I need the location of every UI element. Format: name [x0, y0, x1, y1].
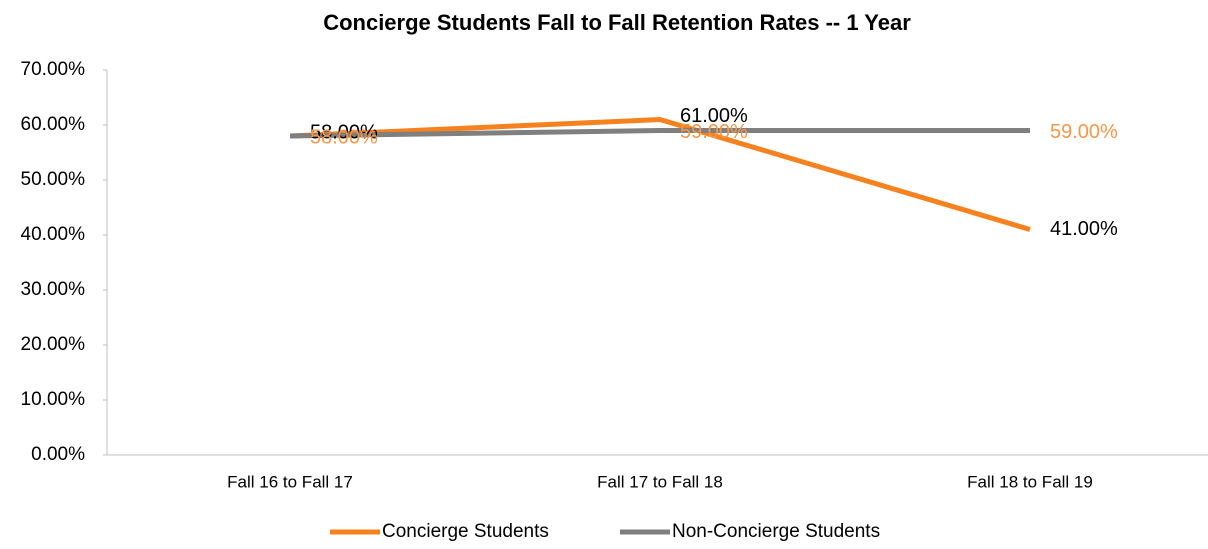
y-tick-label: 50.00%	[21, 169, 86, 190]
chart-title: Concierge Students Fall to Fall Retentio…	[323, 10, 911, 35]
data-label: 61.00%	[680, 105, 748, 127]
y-tick-label: 30.00%	[21, 279, 86, 300]
y-tick-label: 20.00%	[21, 334, 86, 355]
series-line	[289, 116, 1031, 232]
y-tick-label: 10.00%	[21, 389, 86, 410]
legend-label: Non-Concierge Students	[672, 521, 880, 542]
y-tick-label: 40.00%	[21, 224, 86, 245]
series-line	[289, 128, 1030, 139]
x-tick-label: Fall 16 to Fall 17	[227, 472, 353, 491]
data-label: 58.00%	[310, 121, 378, 143]
y-tick-label: 70.00%	[21, 59, 86, 80]
x-tick-label: Fall 18 to Fall 19	[967, 472, 1093, 491]
data-label: 41.00%	[1050, 218, 1118, 240]
legend-label: Concierge Students	[382, 521, 549, 542]
x-tick-label: Fall 17 to Fall 18	[597, 472, 723, 491]
data-label: 58.00%	[310, 126, 378, 148]
y-tick-label: 60.00%	[21, 114, 86, 135]
data-label: 59.00%	[1050, 121, 1118, 143]
data-label: 59.00%	[680, 121, 748, 143]
y-tick-label: 0.00%	[31, 444, 85, 465]
